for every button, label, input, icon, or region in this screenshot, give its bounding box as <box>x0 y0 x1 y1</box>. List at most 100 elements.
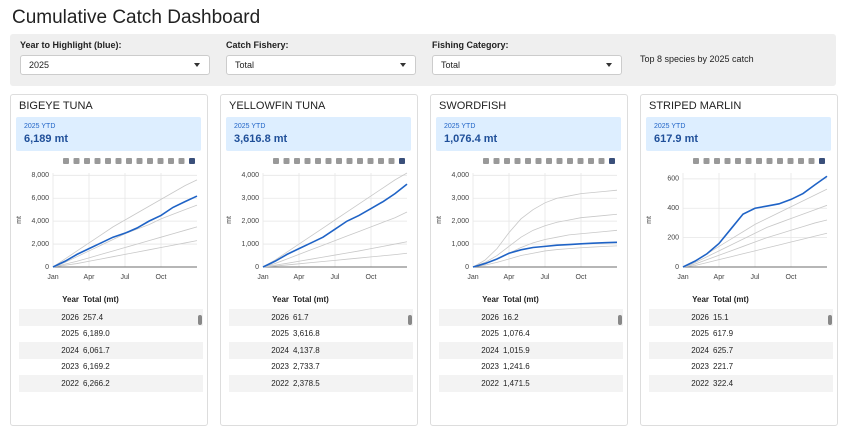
series-line <box>472 213 618 268</box>
scroll-thumb[interactable] <box>618 315 622 325</box>
table-cell: 617.9 <box>713 329 734 339</box>
toolbar-icon <box>577 158 584 164</box>
toolbar-icon <box>178 158 185 164</box>
table-header: Year Total (mt) <box>649 295 833 309</box>
chart: 0 2,000 4,000 6,000 8,000 Jan Apr Jul Oct mt <box>16 158 198 281</box>
table-row: 2026 15.1 <box>649 309 833 326</box>
toolbar-icon <box>147 158 153 164</box>
card-title: SWORDFISH <box>439 100 507 112</box>
toolbar-icon <box>714 158 720 164</box>
table-row: 2025 1,076.4 <box>439 326 623 343</box>
control: Catch Fishery: Total <box>226 40 416 75</box>
toolbar-icon <box>315 158 321 164</box>
ytd-value: 3,616.8 mt <box>234 133 288 145</box>
toolbar-icon <box>598 158 605 164</box>
table-cell: 2026 <box>271 312 289 322</box>
table-row: 2023 6,169.2 <box>19 359 203 376</box>
toolbar-icon <box>294 158 300 164</box>
chart: 0 1,000 2,000 3,000 4,000 Jan Apr Jul Oct mt <box>226 158 408 281</box>
scrollbar[interactable] <box>407 309 413 393</box>
table-row: 2025 6,189.0 <box>19 326 203 343</box>
table-row: 2024 1,015.9 <box>439 342 623 359</box>
table-cell: 2025 <box>691 329 709 339</box>
table-cell: 2026 <box>61 312 79 322</box>
table-cell: 221.7 <box>713 362 734 372</box>
table-cell: 625.7 <box>713 345 734 355</box>
x-tick-label: Jul <box>121 274 130 281</box>
dropdown[interactable]: 2025 <box>20 55 210 75</box>
toolbar-icon <box>777 158 783 164</box>
scrollbar[interactable] <box>197 309 203 393</box>
series-line <box>52 226 198 268</box>
toolbar-icon <box>105 158 111 164</box>
table-cell: 1,471.5 <box>503 378 530 388</box>
card-title: BIGEYE TUNA <box>19 100 93 112</box>
table-cell: 2023 <box>61 362 79 372</box>
series-line <box>262 252 408 268</box>
x-tick-label: Apr <box>84 274 96 281</box>
toolbar-icon <box>546 158 552 164</box>
column-header: Total (mt) <box>713 295 749 304</box>
series-line <box>472 245 618 268</box>
column-header: Total (mt) <box>503 295 539 304</box>
x-tick-label: Oct <box>156 274 167 281</box>
control: Fishing Category: Total <box>432 40 622 75</box>
toolbar-icon <box>787 158 794 164</box>
table-cell: 2023 <box>481 362 499 372</box>
toolbar-icon <box>367 158 374 164</box>
table-header: Year Total (mt) <box>229 295 413 309</box>
toolbar-icon <box>84 158 90 164</box>
table-header: Year Total (mt) <box>19 295 203 309</box>
toolbar-icon <box>703 158 710 164</box>
dropdown[interactable]: Total <box>432 55 622 75</box>
data-table: Year Total (mt) 2026 257.4 2025 6,189.0 2024 6,… <box>19 295 203 392</box>
table-cell: 3,616.8 <box>293 329 320 339</box>
control-label: Fishing Category: <box>432 40 509 50</box>
toolbar-icon <box>535 158 542 164</box>
table-row: 2025 3,616.8 <box>229 326 413 343</box>
scrollbar[interactable] <box>827 309 833 393</box>
scroll-thumb[interactable] <box>828 315 832 325</box>
table-body: 2026 257.4 2025 6,189.0 2024 6,061.7 2023 6,169… <box>19 309 203 392</box>
series-line <box>472 189 618 268</box>
series-line <box>682 219 828 268</box>
control: Year to Highlight (blue): 2025 <box>20 40 210 75</box>
y-tick-label: 0 <box>675 264 679 271</box>
table-cell: 2022 <box>271 378 289 388</box>
note: Top 8 species by 2025 catch <box>640 54 754 64</box>
table-cell: 1,015.9 <box>503 345 530 355</box>
table-cell: 15.1 <box>713 312 729 322</box>
scrollbar[interactable] <box>617 309 623 393</box>
y-tick-label: 1,000 <box>241 241 259 248</box>
scroll-thumb[interactable] <box>198 315 202 325</box>
column-header: Year <box>62 295 79 304</box>
ytd-value: 617.9 mt <box>654 133 699 145</box>
scroll-thumb[interactable] <box>408 315 412 325</box>
toolbar-icon <box>115 158 122 164</box>
toolbar-icon <box>525 158 531 164</box>
toolbar-icon <box>724 158 731 164</box>
table-header: Year Total (mt) <box>439 295 623 309</box>
toolbar-icon <box>273 158 279 164</box>
table-cell: 6,169.2 <box>83 362 110 372</box>
table-cell: 2025 <box>481 329 499 339</box>
data-table: Year Total (mt) 2026 16.2 2025 1,076.4 2024 1,0… <box>439 295 623 392</box>
y-tick-label: 2,000 <box>241 218 259 225</box>
series-line <box>262 241 408 268</box>
toolbar-icon <box>283 158 290 164</box>
table-body: 2026 15.1 2025 617.9 2024 625.7 2023 221.7 2022 3… <box>649 309 833 392</box>
toolbar-icon <box>756 158 762 164</box>
table-cell: 2025 <box>61 329 79 339</box>
table-cell: 2,733.7 <box>293 362 320 372</box>
table-row: 2025 617.9 <box>649 326 833 343</box>
species-card: YELLOWFIN TUNA 2025 YTD 3,616.8 mt 0 1,000 2,… <box>220 94 418 426</box>
table-row: 2024 4,137.8 <box>229 342 413 359</box>
y-tick-label: 8,000 <box>31 172 49 179</box>
dropdown[interactable]: Total <box>226 55 416 75</box>
column-header: Year <box>692 295 709 304</box>
toolbar-icon <box>136 158 143 164</box>
y-axis-label: mt <box>16 216 23 224</box>
toolbar-icon <box>567 158 573 164</box>
x-tick-label: Jul <box>751 274 760 281</box>
toolbar-icon <box>819 158 825 164</box>
